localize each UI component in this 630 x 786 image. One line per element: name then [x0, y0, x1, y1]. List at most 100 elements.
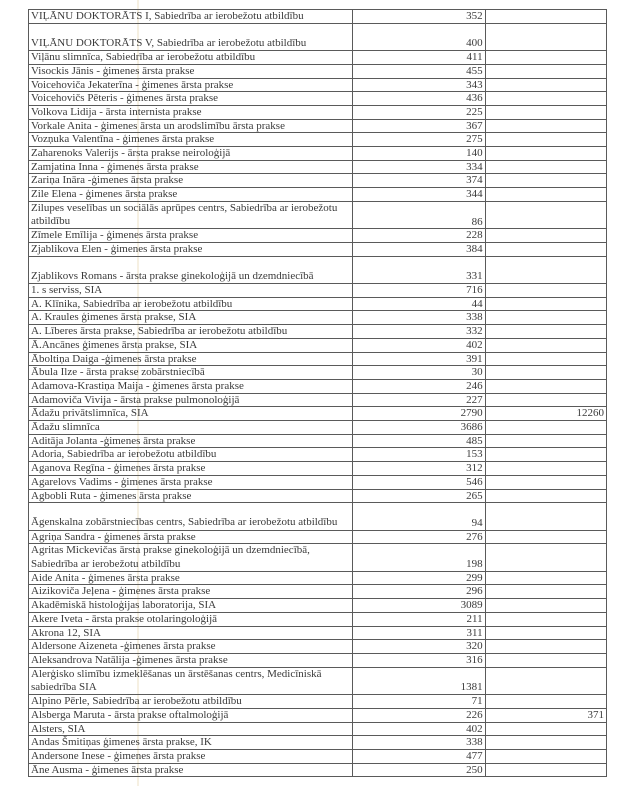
row-extra-cell: [484, 611, 608, 627]
row-value-cell: 44: [351, 296, 486, 312]
row-extra-cell: [484, 146, 608, 161]
table-row: A. Līberes ārsta prakse, Sabiedrība ar i…: [28, 324, 608, 339]
table-row: Āne Ausma - ģimenes ārsta prakse 250: [28, 762, 608, 778]
row-value-cell: 153: [351, 447, 486, 463]
table-row: Aleksandrova Natālija -ģimenes ārsta pra…: [28, 653, 608, 668]
row-name-cell: Alsters, SIA: [28, 721, 353, 737]
table-row: Agriņa Sandra - ģimenes ārsta prakse 276: [28, 529, 608, 545]
row-value-cell: 455: [351, 63, 486, 79]
row-name-cell: Agritas Mickevičas ārsta prakse ginekolo…: [28, 543, 353, 572]
table-row: Aldersone Aizeneta -ģimenes ārsta prakse…: [28, 639, 608, 654]
row-value-cell: 71: [351, 694, 486, 709]
table-body: VIĻĀNU DOKTORĀTS I, Sabiedrība ar ierobe…: [28, 9, 608, 778]
row-value-cell: 276: [351, 529, 486, 545]
row-value-cell: 94: [351, 502, 486, 531]
row-name-cell: Visockis Jānis - ģimenes ārsta prakse: [28, 63, 353, 79]
table-row: Zamjatina Inna - ģimenes ārsta prakse 334: [28, 159, 608, 175]
row-value-cell: 338: [351, 310, 486, 326]
row-extra-cell: [484, 735, 608, 750]
row-name-cell: Zjablikovs Romans - ārsta prakse ginekol…: [28, 255, 353, 285]
row-value-cell: 352: [351, 9, 486, 24]
data-table: VIĻĀNU DOKTORĀTS I, Sabiedrība ar ierobe…: [28, 9, 608, 778]
table-row: Viļānu slimnīca, Sabiedrība ar ierobežot…: [28, 50, 608, 65]
row-value-cell: 344: [351, 187, 486, 202]
table-row: Akadēmiskā histoloģijas laboratorija, SI…: [28, 598, 608, 613]
row-value-cell: 250: [351, 762, 486, 778]
row-extra-cell: [484, 296, 608, 312]
table-row: Akere Iveta - ārsta prakse otolaringoloģ…: [28, 611, 608, 627]
row-name-cell: Alsberga Maruta - ārsta prakse oftalmolo…: [28, 707, 353, 723]
row-name-cell: Adamova-Krastiņa Maija - ģimenes ārsta p…: [28, 378, 353, 394]
row-extra-cell: [484, 173, 608, 189]
table-row: Aizikoviča Jeļena - ģimenes ārsta prakse…: [28, 584, 608, 600]
row-extra-cell: [484, 762, 608, 778]
row-name-cell: Andersone Inese - ģimenes ārsta prakse: [28, 748, 353, 764]
row-name-cell: Āgenskalna zobārstniecības centrs, Sabie…: [28, 502, 353, 531]
row-name-cell: Ābula Ilze - ārsta prakse zobārstniecībā: [28, 365, 353, 380]
table-row: Agritas Mickevičas ārsta prakse ginekolo…: [28, 543, 608, 572]
row-name-cell: Zamjatina Inna - ģimenes ārsta prakse: [28, 159, 353, 175]
row-value-cell: 331: [351, 255, 486, 285]
row-name-cell: Ā.Ancānes ģimenes ārsta prakse, SIA: [28, 337, 353, 353]
row-extra-cell: [484, 118, 608, 134]
row-name-cell: A. Līberes ārsta prakse, Sabiedrība ar i…: [28, 324, 353, 339]
table-row: Ādažu privātslimnīca, SIA 2790 12260: [28, 406, 608, 422]
row-name-cell: Zaharenoks Valerijs - ārsta prakse neiro…: [28, 146, 353, 161]
table-row: Adamova-Krastiņa Maija - ģimenes ārsta p…: [28, 378, 608, 394]
row-name-cell: Voicehovičs Pēteris - ģimenes ārsta prak…: [28, 91, 353, 106]
row-extra-cell: [484, 228, 608, 243]
table-row: Visockis Jānis - ģimenes ārsta prakse 455: [28, 63, 608, 79]
row-name-cell: Vozņuka Valentīna - ģimenes ārsta prakse: [28, 132, 353, 148]
row-name-cell: Ādažu privātslimnīca, SIA: [28, 406, 353, 422]
row-extra-cell: [484, 50, 608, 65]
row-extra-cell: [484, 625, 608, 641]
row-extra-cell: [484, 447, 608, 463]
table-row: Ā.Ancānes ģimenes ārsta prakse, SIA 402: [28, 337, 608, 353]
row-extra-cell: [484, 653, 608, 668]
row-name-cell: Agriņa Sandra - ģimenes ārsta prakse: [28, 529, 353, 545]
row-value-cell: 485: [351, 433, 486, 449]
row-value-cell: 411: [351, 50, 486, 65]
row-extra-cell: [484, 91, 608, 106]
table-row: Akrona 12, SIA 311: [28, 625, 608, 641]
table-row: Alpino Pērle, Sabiedrība ar ierobežotu a…: [28, 694, 608, 709]
row-name-cell: Aganova Regīna - ģimenes ārsta prakse: [28, 461, 353, 476]
table-row: A. Klīnika, Sabiedrība ar ierobežotu atb…: [28, 296, 608, 312]
row-value-cell: 246: [351, 378, 486, 394]
table-row: Aide Anita - ģimenes ārsta prakse 299: [28, 570, 608, 586]
row-extra-cell: [484, 310, 608, 326]
row-name-cell: A. Kraules ģimenes ārsta prakse, SIA: [28, 310, 353, 326]
row-value-cell: 391: [351, 351, 486, 367]
table-row: Zile Elena - ģimenes ārsta prakse 344: [28, 187, 608, 202]
row-name-cell: 1. s serviss, SIA: [28, 283, 353, 298]
table-row: Zjablikova Elen - ģimenes ārsta prakse 38…: [28, 241, 608, 257]
row-name-cell: Adoria, Sabiedrība ar ierobežotu atbildī…: [28, 447, 353, 463]
table-row: VIĻĀNU DOKTORĀTS I, Sabiedrība ar ierobe…: [28, 9, 608, 24]
row-name-cell: A. Klīnika, Sabiedrība ar ierobežotu atb…: [28, 296, 353, 312]
table-row: Zilupes veselības un sociālās aprūpes ce…: [28, 200, 608, 230]
row-extra-cell: [484, 77, 608, 93]
row-extra-cell: [484, 9, 608, 24]
row-extra-cell: [484, 22, 608, 52]
table-row: Agbobli Ruta - ģimenes ārsta prakse 265: [28, 488, 608, 504]
row-value-cell: 400: [351, 22, 486, 52]
row-extra-cell: [484, 324, 608, 339]
table-row: Alsters, SIA 402: [28, 721, 608, 737]
row-value-cell: 367: [351, 118, 486, 134]
table-row: A. Kraules ģimenes ārsta prakse, SIA 338: [28, 310, 608, 326]
table-row: Voicehoviča Jekaterīna - ģimenes ārsta p…: [28, 77, 608, 93]
row-name-cell: Aide Anita - ģimenes ārsta prakse: [28, 570, 353, 586]
row-extra-cell: [484, 748, 608, 764]
row-extra-cell: [484, 666, 608, 696]
row-value-cell: 546: [351, 474, 486, 490]
row-extra-cell: [484, 159, 608, 175]
row-extra-cell: [484, 241, 608, 257]
table-row: Adamoviča Vivija - ārsta prakse pulmonol…: [28, 392, 608, 408]
table-row: Aganova Regīna - ģimenes ārsta prakse 312: [28, 461, 608, 476]
row-value-cell: 311: [351, 625, 486, 641]
row-name-cell: Volkova Lidija - ārsta internista prakse: [28, 104, 353, 120]
row-extra-cell: [484, 502, 608, 531]
row-name-cell: Agarelovs Vadims - ģimenes ārsta prakse: [28, 474, 353, 490]
table-row: Voicehovičs Pēteris - ģimenes ārsta prak…: [28, 91, 608, 106]
row-extra-cell: [484, 392, 608, 408]
